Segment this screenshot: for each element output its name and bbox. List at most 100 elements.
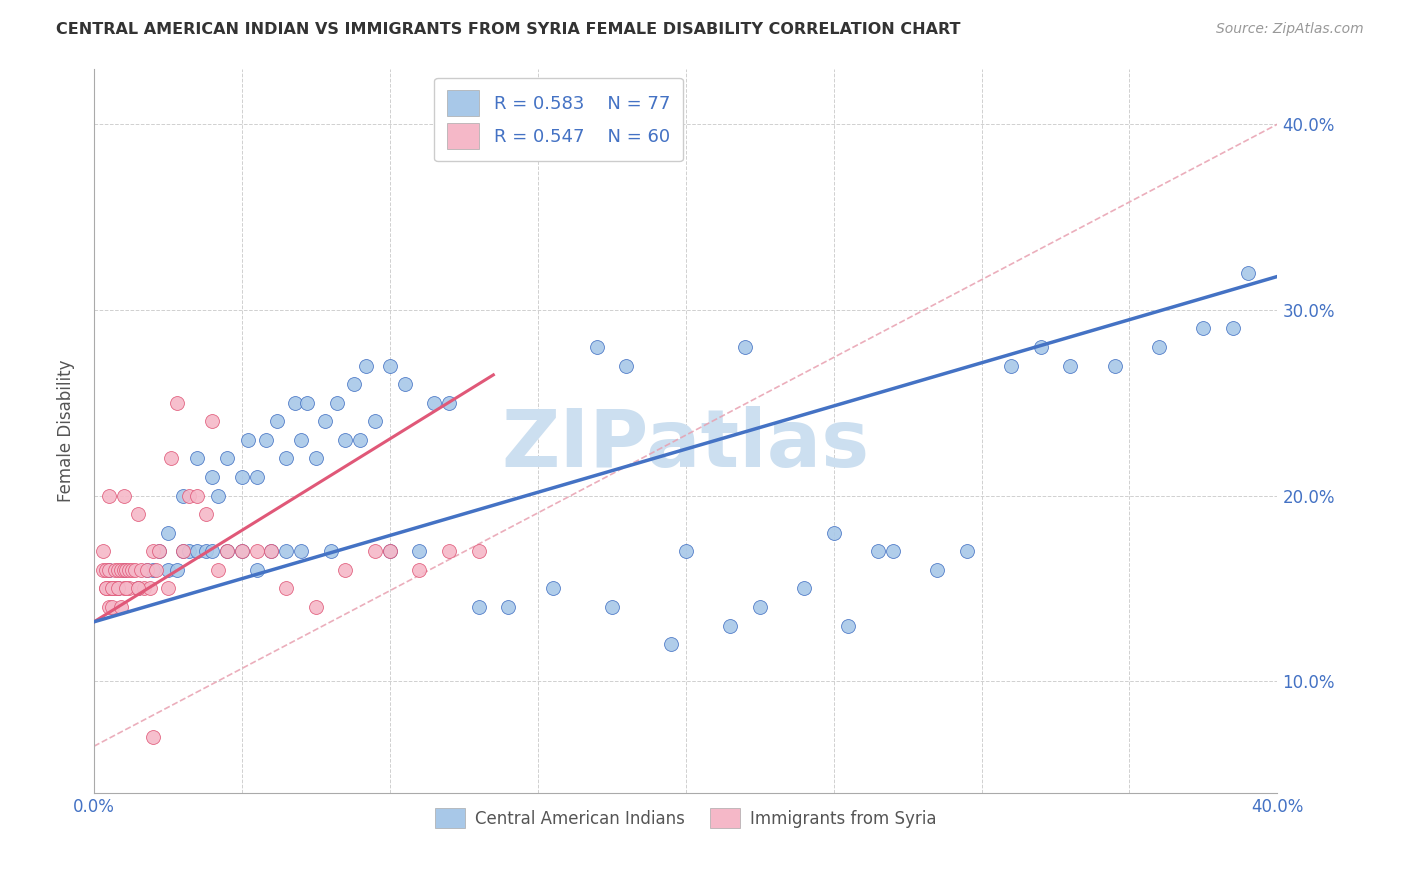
- Point: [276, 582, 298, 596]
- Point: [118, 582, 141, 596]
- Text: ZIPatlas: ZIPatlas: [502, 406, 870, 484]
- Point: [394, 377, 416, 392]
- Point: [160, 451, 183, 466]
- Point: [107, 582, 129, 596]
- Point: [115, 582, 138, 596]
- Point: [793, 582, 815, 596]
- Point: [748, 599, 770, 614]
- Point: [231, 544, 253, 558]
- Point: [217, 451, 239, 466]
- Point: [112, 582, 135, 596]
- Point: [97, 489, 120, 503]
- Point: [467, 599, 489, 614]
- Point: [354, 359, 377, 373]
- Point: [231, 470, 253, 484]
- Point: [290, 544, 312, 558]
- Point: [186, 489, 208, 503]
- Point: [217, 544, 239, 558]
- Point: [172, 489, 194, 503]
- Point: [266, 414, 288, 428]
- Point: [246, 470, 269, 484]
- Point: [600, 599, 623, 614]
- Point: [378, 359, 401, 373]
- Point: [100, 582, 122, 596]
- Point: [97, 582, 120, 596]
- Point: [236, 433, 259, 447]
- Point: [115, 563, 138, 577]
- Point: [94, 582, 117, 596]
- Point: [129, 563, 152, 577]
- Point: [112, 489, 135, 503]
- Point: [156, 582, 179, 596]
- Point: [343, 377, 366, 392]
- Point: [145, 563, 167, 577]
- Point: [276, 451, 298, 466]
- Point: [231, 544, 253, 558]
- Point: [186, 544, 208, 558]
- Point: [378, 544, 401, 558]
- Point: [956, 544, 979, 558]
- Point: [136, 563, 159, 577]
- Point: [496, 599, 519, 614]
- Point: [94, 582, 117, 596]
- Point: [97, 599, 120, 614]
- Point: [246, 544, 269, 558]
- Point: [423, 395, 446, 409]
- Point: [139, 582, 162, 596]
- Point: [364, 544, 387, 558]
- Text: Source: ZipAtlas.com: Source: ZipAtlas.com: [1216, 22, 1364, 37]
- Point: [1029, 340, 1052, 354]
- Point: [1000, 359, 1022, 373]
- Point: [127, 582, 149, 596]
- Point: [97, 563, 120, 577]
- Y-axis label: Female Disability: Female Disability: [58, 359, 75, 502]
- Point: [260, 544, 283, 558]
- Point: [127, 582, 149, 596]
- Point: [127, 582, 149, 596]
- Point: [97, 563, 120, 577]
- Point: [276, 544, 298, 558]
- Point: [290, 433, 312, 447]
- Point: [378, 544, 401, 558]
- Point: [136, 563, 159, 577]
- Point: [195, 544, 218, 558]
- Point: [142, 544, 165, 558]
- Point: [156, 525, 179, 540]
- Point: [305, 451, 328, 466]
- Point: [335, 563, 357, 577]
- Point: [325, 395, 347, 409]
- Point: [734, 340, 756, 354]
- Point: [335, 433, 357, 447]
- Point: [541, 582, 564, 596]
- Point: [437, 544, 460, 558]
- Point: [1192, 321, 1215, 335]
- Point: [1236, 266, 1258, 280]
- Point: [616, 359, 638, 373]
- Point: [295, 395, 318, 409]
- Point: [201, 470, 224, 484]
- Point: [142, 563, 165, 577]
- Point: [408, 563, 430, 577]
- Point: [110, 563, 132, 577]
- Point: [172, 544, 194, 558]
- Point: [195, 507, 218, 521]
- Point: [148, 544, 170, 558]
- Point: [217, 544, 239, 558]
- Point: [349, 433, 371, 447]
- Point: [364, 414, 387, 428]
- Point: [166, 563, 188, 577]
- Point: [172, 544, 194, 558]
- Point: [437, 395, 460, 409]
- Point: [659, 637, 682, 651]
- Point: [467, 544, 489, 558]
- Point: [207, 563, 229, 577]
- Point: [675, 544, 697, 558]
- Point: [112, 563, 135, 577]
- Point: [314, 414, 336, 428]
- Point: [107, 582, 129, 596]
- Text: CENTRAL AMERICAN INDIAN VS IMMIGRANTS FROM SYRIA FEMALE DISABILITY CORRELATION C: CENTRAL AMERICAN INDIAN VS IMMIGRANTS FR…: [56, 22, 960, 37]
- Point: [201, 544, 224, 558]
- Point: [186, 451, 208, 466]
- Legend: Central American Indians, Immigrants from Syria: Central American Indians, Immigrants fro…: [429, 801, 943, 835]
- Point: [201, 414, 224, 428]
